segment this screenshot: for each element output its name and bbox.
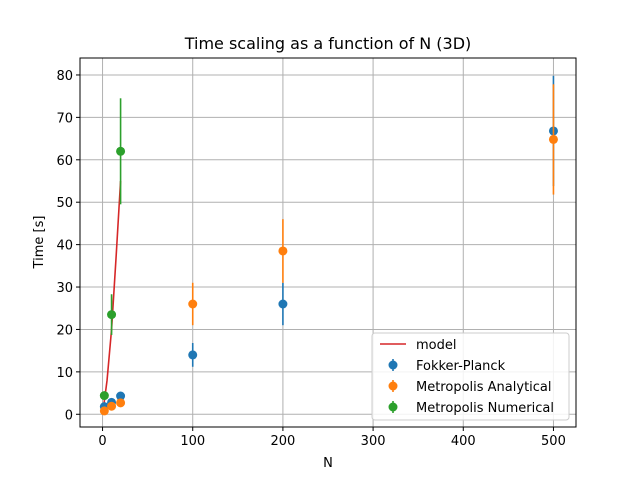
x-tick-label: 200 bbox=[270, 434, 295, 449]
y-tick-label: 50 bbox=[56, 196, 73, 211]
data-point bbox=[188, 350, 198, 360]
data-point bbox=[116, 146, 126, 156]
x-axis-label: N bbox=[323, 456, 333, 471]
data-point bbox=[278, 246, 288, 256]
legend-label: Metropolis Numerical bbox=[416, 401, 554, 416]
data-point bbox=[116, 398, 126, 408]
chart-title: Time scaling as a function of N (3D) bbox=[184, 34, 472, 53]
legend-label: Metropolis Analytical bbox=[416, 380, 552, 395]
legend-swatch-marker bbox=[388, 381, 398, 391]
data-point bbox=[99, 406, 109, 416]
x-tick-label: 0 bbox=[98, 434, 106, 449]
data-point bbox=[548, 134, 558, 144]
y-tick-label: 10 bbox=[56, 366, 73, 381]
legend-box bbox=[371, 332, 570, 421]
y-axis-label: Time [s] bbox=[32, 216, 47, 270]
series-layer bbox=[99, 75, 558, 416]
data-point bbox=[278, 299, 288, 309]
data-point bbox=[107, 310, 117, 320]
legend-label: Fokker-Planck bbox=[416, 359, 506, 374]
y-tick-label: 80 bbox=[56, 69, 73, 84]
x-tick-label: 400 bbox=[451, 434, 476, 449]
grid bbox=[80, 58, 576, 427]
y-tick-label: 0 bbox=[65, 408, 73, 423]
data-point bbox=[116, 391, 126, 401]
y-tick-label: 60 bbox=[56, 154, 73, 169]
legend-label: model bbox=[416, 338, 456, 353]
y-tick-label: 20 bbox=[56, 323, 73, 338]
data-point bbox=[188, 299, 198, 309]
legend-swatch-marker bbox=[388, 360, 398, 370]
legend-swatch-marker bbox=[388, 402, 398, 412]
data-point bbox=[99, 391, 109, 401]
x-tick-label: 300 bbox=[361, 434, 386, 449]
legend: model Fokker-Planck Metropolis Analytical M… bbox=[371, 332, 570, 421]
y-tick-label: 40 bbox=[56, 239, 73, 254]
x-tick-label: 100 bbox=[180, 434, 205, 449]
y-tick-label: 30 bbox=[56, 281, 73, 296]
x-tick-label: 500 bbox=[541, 434, 566, 449]
data-point bbox=[107, 401, 117, 411]
axis-ticks: 0 100 200 300 400 500 0 10 20 30 40 50 60 70 80 bbox=[56, 69, 565, 449]
plot-frame bbox=[79, 57, 577, 428]
y-tick-label: 70 bbox=[56, 111, 73, 126]
